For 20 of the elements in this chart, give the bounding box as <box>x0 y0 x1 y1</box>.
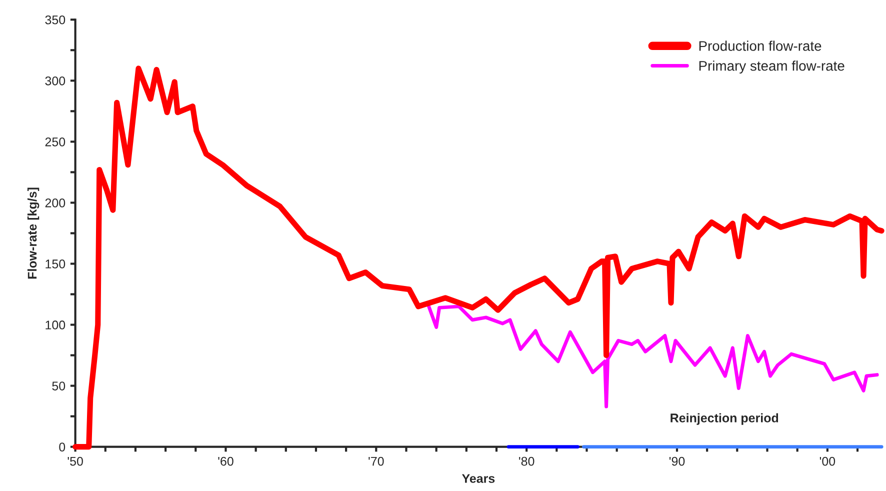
y-tick-label: 300 <box>45 76 66 86</box>
legend-label: Production flow-rate <box>699 40 822 51</box>
y-tick-label: 250 <box>45 137 66 146</box>
annotation: Reinjection period <box>670 413 778 425</box>
x-tick-label: '50 <box>68 456 83 466</box>
x-tick-label: '60 <box>218 456 234 466</box>
y-tick-label: 50 <box>52 382 66 390</box>
y-tick-label: 0 <box>59 442 66 452</box>
y-tick-label: 350 <box>45 15 66 24</box>
y-tick-label: 150 <box>46 260 66 268</box>
line-series <box>427 304 879 408</box>
x-tick-label: '90 <box>669 456 685 466</box>
y-tick-label: 200 <box>45 198 66 208</box>
y-tick-label: 100 <box>46 320 66 330</box>
x-tick-label: '00 <box>820 456 836 466</box>
x-axis-title: Years <box>462 474 495 483</box>
x-tick-label: '70 <box>368 456 384 466</box>
legend-label: Primary steam flow-rate <box>699 60 844 74</box>
x-tick-label: '80 <box>519 456 534 466</box>
y-axis-title: Flow-rate [kg/s] <box>27 188 40 279</box>
